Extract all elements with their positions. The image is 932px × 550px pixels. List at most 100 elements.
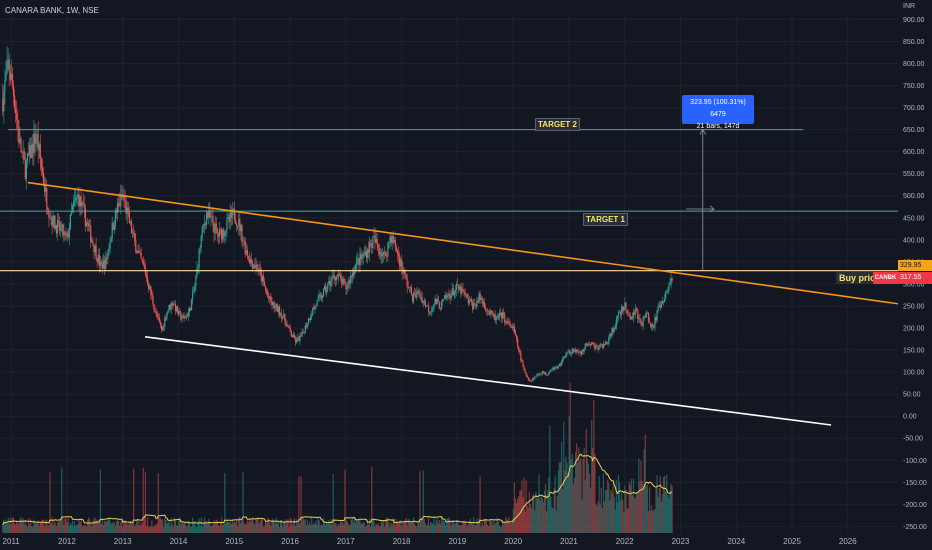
volume-bar xyxy=(109,520,111,533)
candle-body xyxy=(422,300,424,303)
candle-body xyxy=(358,258,360,265)
candle-body xyxy=(629,315,631,320)
candle-body xyxy=(55,224,58,234)
volume-bar xyxy=(21,521,23,533)
volume-bar xyxy=(460,525,462,533)
volume-bar xyxy=(483,518,485,533)
volume-bar xyxy=(252,517,254,533)
candle-body xyxy=(405,274,407,279)
candle-body xyxy=(314,305,316,309)
volume-bar xyxy=(244,523,246,533)
candle-body xyxy=(596,345,598,347)
candle-body xyxy=(36,134,38,137)
volume-bar xyxy=(335,524,337,533)
candle-body xyxy=(667,290,669,292)
volume-bar xyxy=(581,499,583,533)
candle-body xyxy=(506,321,508,324)
volume-bar xyxy=(245,524,247,533)
volume-bar xyxy=(90,522,92,533)
volume-bar xyxy=(165,520,167,533)
candle-body xyxy=(670,278,672,285)
volume-bar xyxy=(393,518,395,533)
candle-body xyxy=(390,237,392,244)
candle-body xyxy=(328,280,330,284)
candle-body xyxy=(223,229,225,236)
candle-body xyxy=(295,338,297,343)
volume-bar xyxy=(112,522,114,533)
candle-body xyxy=(432,308,434,309)
candle-body xyxy=(549,371,551,374)
candle-body xyxy=(617,312,620,317)
volume-bar xyxy=(257,517,259,533)
volume-bar xyxy=(266,523,268,533)
candle-body xyxy=(148,284,150,289)
volume-bar xyxy=(524,511,526,533)
volume-bar xyxy=(631,495,634,533)
candle-body xyxy=(30,145,32,158)
candle-body xyxy=(202,225,204,227)
volume-bar xyxy=(273,521,275,533)
candle-body xyxy=(631,316,634,319)
candle-body xyxy=(44,183,46,192)
candle-body xyxy=(284,314,286,322)
volume-bar xyxy=(7,517,9,533)
volume-bar xyxy=(190,526,193,533)
volume-bar xyxy=(281,519,283,533)
candle-body xyxy=(292,334,295,338)
candle-body xyxy=(584,343,586,349)
volume-bar xyxy=(247,522,250,533)
volume-bar xyxy=(52,524,54,533)
volume-bar xyxy=(627,508,629,533)
volume-bar xyxy=(497,520,499,533)
volume-bar xyxy=(150,526,152,533)
volume-bar xyxy=(227,521,229,533)
volume-bar xyxy=(157,473,159,533)
candle-body xyxy=(199,247,201,249)
volume-bar xyxy=(254,524,256,533)
volume-bar xyxy=(488,525,490,533)
volume-bar xyxy=(645,486,647,533)
candle-body xyxy=(384,251,386,253)
candle-body xyxy=(408,287,410,289)
volume-bar xyxy=(346,520,348,533)
volume-bar xyxy=(284,519,286,533)
candle-body xyxy=(508,321,510,324)
candle-body xyxy=(483,301,485,307)
candle-body xyxy=(100,261,103,264)
volume-bar xyxy=(194,520,196,533)
candle-body xyxy=(78,194,80,207)
volume-bar xyxy=(642,484,644,533)
volume-bar xyxy=(81,525,83,533)
candle-body xyxy=(128,210,130,223)
candle-body xyxy=(388,241,390,244)
candle-body xyxy=(671,278,673,281)
candle-body xyxy=(387,243,389,257)
candle-body xyxy=(297,337,299,339)
volume-bar xyxy=(105,521,107,533)
candle-body xyxy=(463,290,465,293)
candle-body xyxy=(445,295,447,298)
volume-bar xyxy=(22,518,24,533)
volume-bar xyxy=(470,522,473,533)
candle-body xyxy=(135,240,137,253)
candle-body xyxy=(211,216,213,217)
volume-bar xyxy=(630,479,632,533)
volume-bar xyxy=(347,523,349,533)
candle-body xyxy=(271,301,273,305)
volume-bar xyxy=(181,520,183,533)
candle-body xyxy=(347,281,349,288)
volume-bar xyxy=(462,522,464,533)
volume-bar xyxy=(171,524,173,533)
candle-body xyxy=(42,173,45,184)
x-tick-label: 2022 xyxy=(616,537,634,546)
candle-body xyxy=(466,294,468,298)
candle-body xyxy=(162,326,164,330)
candle-body xyxy=(622,306,624,312)
candle-body xyxy=(16,113,18,120)
candle-body xyxy=(636,309,638,311)
volume-bar xyxy=(69,523,71,533)
volume-bar xyxy=(328,520,330,533)
candle-body xyxy=(642,317,644,326)
candle-body xyxy=(540,373,542,375)
